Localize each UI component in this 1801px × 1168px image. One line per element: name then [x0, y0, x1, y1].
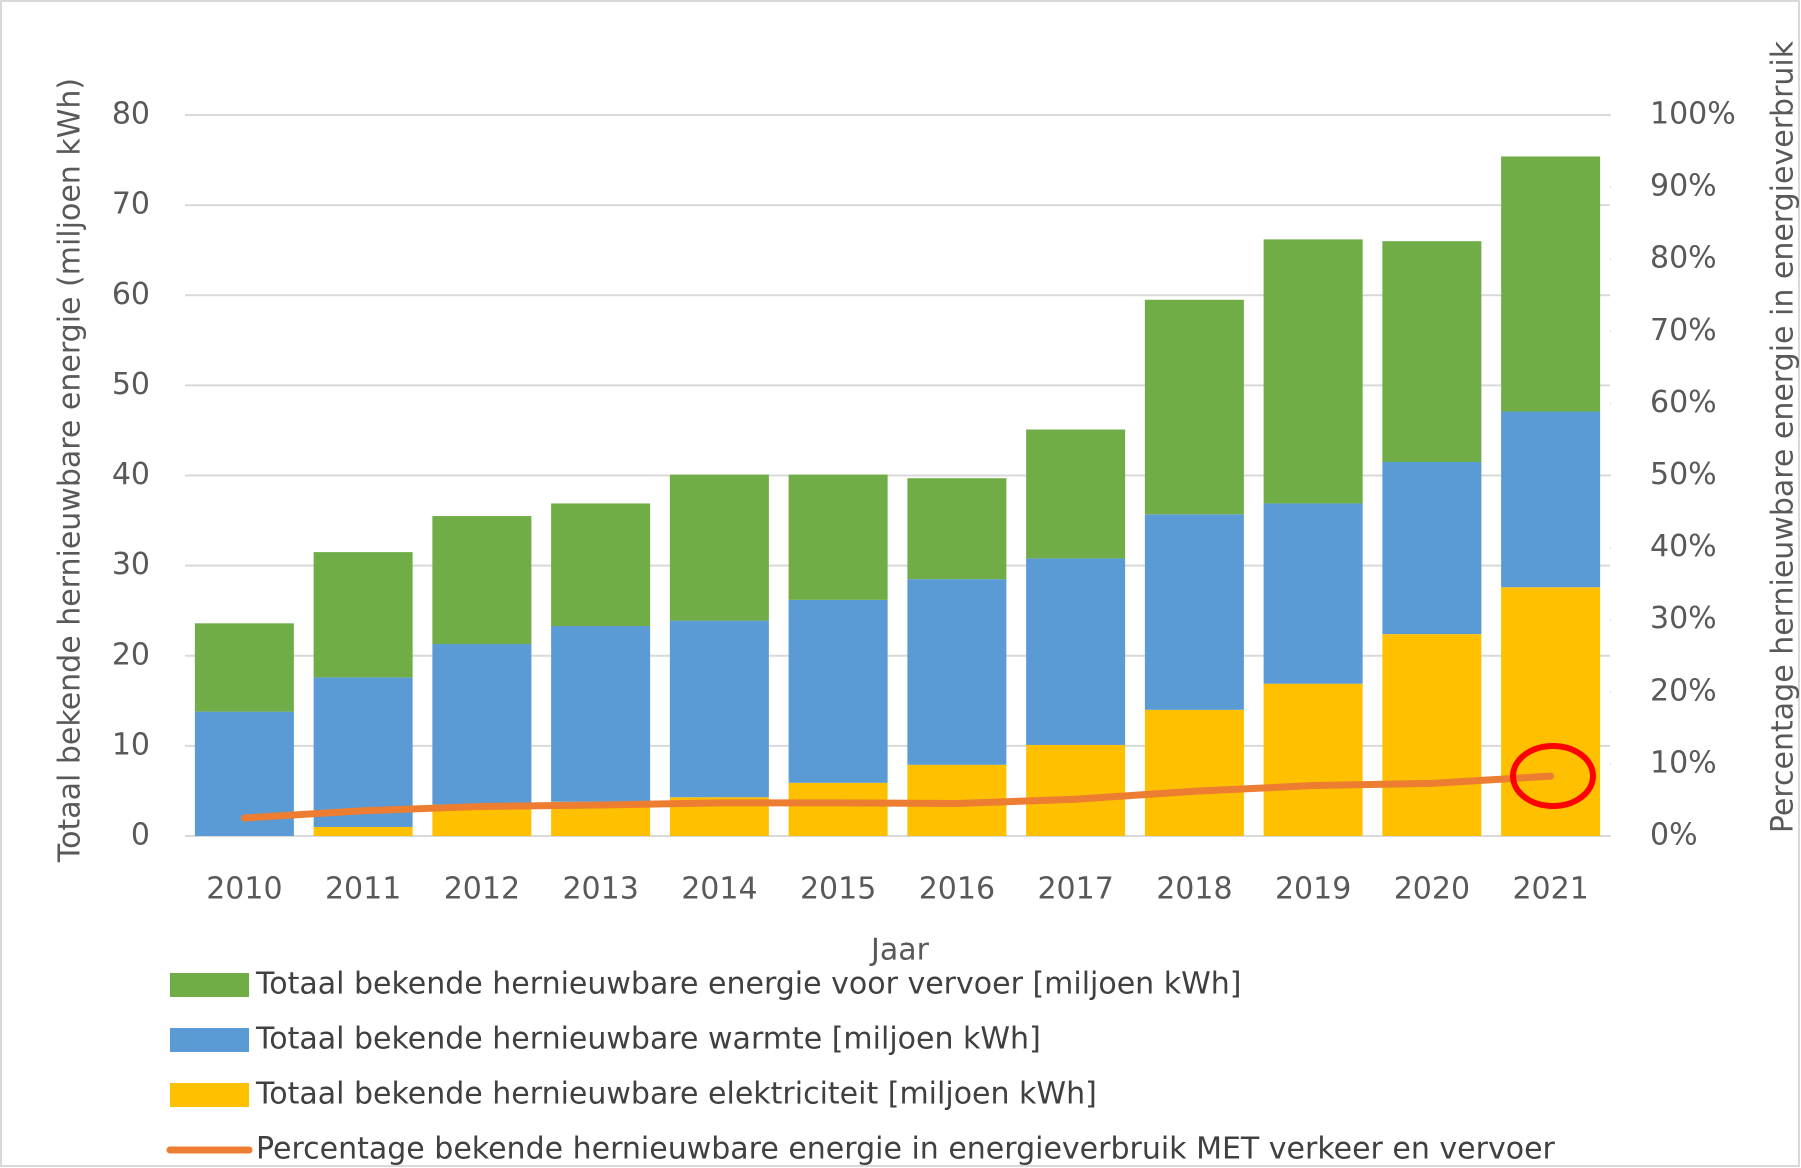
y2-tick-label: 70% — [1650, 313, 1717, 348]
bar — [313, 677, 413, 827]
y2-tick-label: 40% — [1650, 529, 1717, 564]
bar — [1501, 411, 1601, 588]
x-tick-label: 2017 — [1037, 872, 1113, 907]
y2-axis-title: Percentage hernieuwbare energie in energ… — [1766, 40, 1801, 833]
bar — [1026, 744, 1126, 836]
legend-label: Totaal bekende hernieuwbare elektricitei… — [255, 1077, 1097, 1112]
bar — [1501, 156, 1601, 412]
bar — [1026, 429, 1126, 559]
bar — [1144, 514, 1244, 710]
y-tick-label: 70 — [112, 187, 150, 222]
y2-tick-label: 50% — [1650, 457, 1717, 492]
bar — [1263, 503, 1363, 684]
legend-swatch — [170, 1028, 249, 1052]
x-tick-label: 2019 — [1275, 872, 1351, 907]
y2-tick-label: 30% — [1650, 601, 1717, 636]
line — [240, 772, 1555, 822]
x-tick-label: 2013 — [562, 872, 638, 907]
x-tick-label: 2011 — [325, 872, 401, 907]
y-tick-label: 60 — [112, 277, 150, 312]
legend-swatch — [170, 973, 249, 997]
x-tick-label: 2015 — [800, 872, 876, 907]
bar — [669, 620, 769, 798]
x-tick-label: 2016 — [919, 872, 995, 907]
bar — [1382, 241, 1482, 462]
y2-tick-label: 80% — [1650, 241, 1717, 276]
y-tick-label: 80 — [112, 97, 150, 132]
y-tick-label: 10 — [112, 727, 150, 762]
bar — [551, 503, 651, 627]
bar — [1144, 709, 1244, 836]
legend-label: Totaal bekende hernieuwbare warmte [milj… — [255, 1022, 1041, 1057]
bar — [788, 782, 888, 836]
bar — [1501, 587, 1601, 836]
bar — [551, 626, 651, 802]
x-axis-title: Jaar — [869, 933, 930, 968]
y2-tick-label: 10% — [1650, 745, 1717, 780]
x-tick-label: 2014 — [681, 872, 757, 907]
bar — [432, 644, 532, 805]
bar — [788, 474, 888, 600]
x-tick-label: 2021 — [1512, 872, 1588, 907]
highlight-circle — [1510, 743, 1596, 809]
y-tick-label: 0 — [131, 818, 150, 853]
bar — [669, 474, 769, 621]
bar — [1144, 299, 1244, 515]
bar — [313, 826, 413, 836]
x-tick-label: 2012 — [444, 872, 520, 907]
y-tick-label: 30 — [112, 547, 150, 582]
bar — [907, 478, 1007, 580]
legend-label: Percentage bekende hernieuwbare energie … — [256, 1132, 1556, 1167]
y-tick-label: 20 — [112, 637, 150, 672]
bar — [1263, 683, 1363, 836]
y2-tick-label: 90% — [1650, 169, 1717, 204]
x-tick-label: 2020 — [1394, 872, 1470, 907]
y2-tick-label: 100% — [1650, 97, 1736, 132]
bar — [1026, 558, 1126, 745]
x-tick-label: 2018 — [1156, 872, 1232, 907]
y2-tick-label: 20% — [1650, 673, 1717, 708]
bar — [1382, 461, 1482, 635]
bar — [788, 599, 888, 783]
legend-label: Totaal bekende hernieuwbare energie voor… — [255, 967, 1242, 1002]
y2-tick-label: 0% — [1650, 818, 1698, 853]
y2-tick-label: 60% — [1650, 385, 1717, 420]
y-tick-label: 40 — [112, 457, 150, 492]
bar — [194, 623, 294, 712]
bar — [313, 552, 413, 678]
bar — [432, 516, 532, 645]
y-axis-title: Totaal bekende hernieuwbare energie (mil… — [53, 78, 88, 863]
legend-swatch — [170, 1083, 249, 1107]
x-tick-label: 2010 — [206, 872, 282, 907]
bar — [1382, 634, 1482, 836]
bar — [1263, 239, 1363, 504]
y-tick-label: 50 — [112, 367, 150, 402]
legend: Totaal bekende hernieuwbare energie voor… — [166, 967, 1556, 1167]
bar — [907, 579, 1007, 765]
